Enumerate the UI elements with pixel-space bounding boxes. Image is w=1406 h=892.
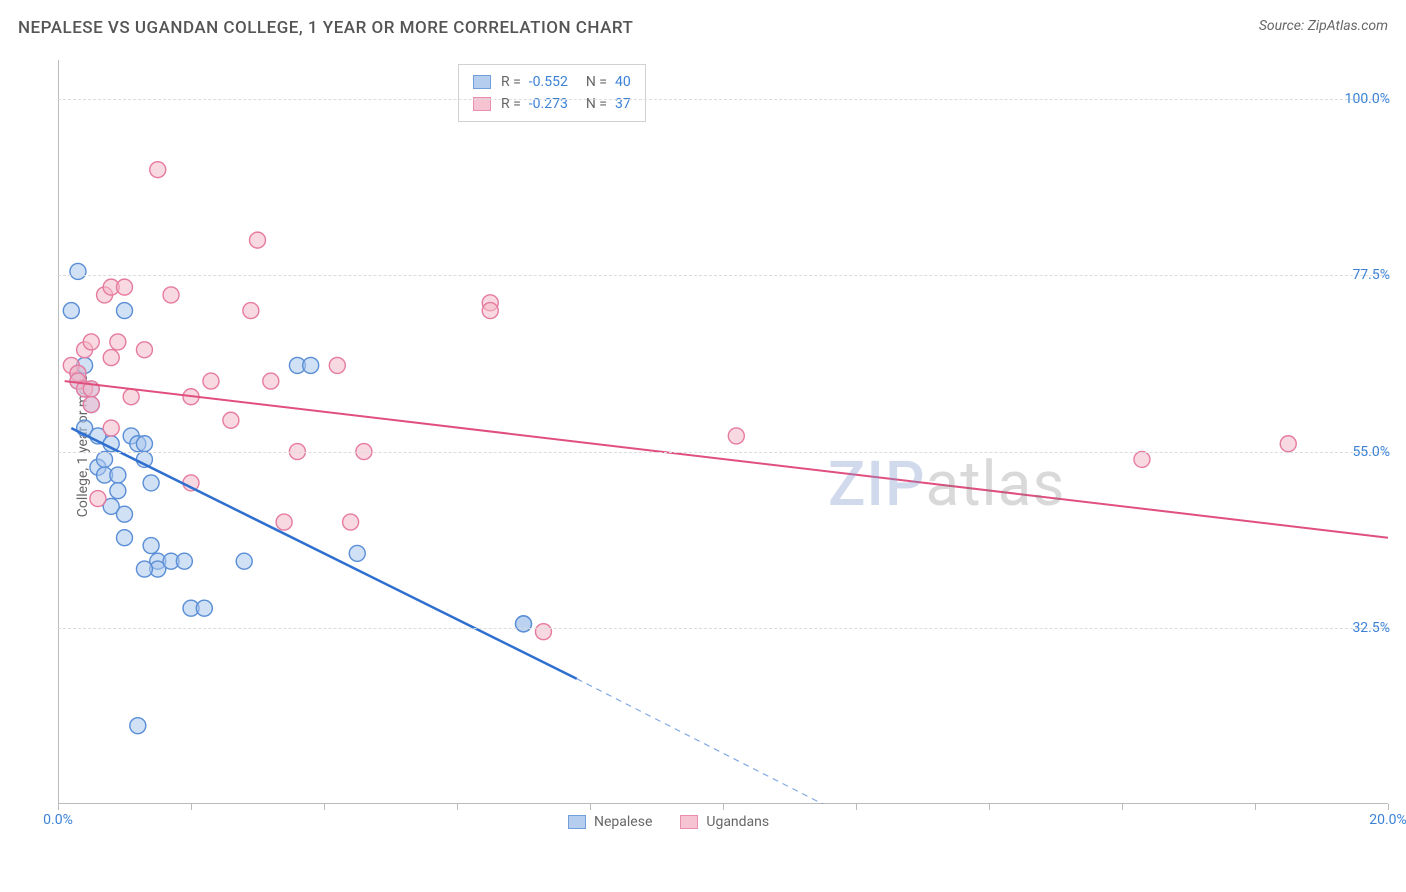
- data-point: [263, 373, 279, 389]
- legend-swatch: [680, 815, 698, 829]
- data-point: [117, 506, 133, 522]
- y-tick-label: 77.5%: [1352, 267, 1390, 283]
- data-point: [90, 491, 106, 507]
- data-point: [97, 451, 113, 467]
- data-point: [1280, 436, 1296, 452]
- trend-line: [65, 381, 1388, 538]
- x-tick: [191, 804, 192, 810]
- data-point: [70, 263, 86, 279]
- x-tick: [324, 804, 325, 810]
- data-point: [276, 514, 292, 530]
- legend-n-value: 40: [615, 71, 631, 93]
- y-tick-label: 32.5%: [1352, 620, 1390, 636]
- gridline: [58, 628, 1388, 629]
- y-tick-label: 100.0%: [1345, 91, 1390, 107]
- data-point: [136, 342, 152, 358]
- legend-r-value: -0.552: [529, 71, 568, 93]
- data-point: [143, 475, 159, 491]
- chart-title: NEPALESE VS UGANDAN COLLEGE, 1 YEAR OR M…: [18, 18, 633, 38]
- data-point: [117, 530, 133, 546]
- legend-row: R = -0.273 N = 37: [473, 93, 631, 115]
- data-point: [130, 718, 146, 734]
- data-point: [516, 616, 532, 632]
- series-legend: Nepalese Ugandans: [568, 814, 769, 830]
- data-point: [223, 412, 239, 428]
- trend-line: [71, 428, 576, 679]
- data-point: [110, 467, 126, 483]
- series-name: Nepalese: [594, 814, 652, 830]
- data-point: [117, 303, 133, 319]
- series-legend-item: Ugandans: [680, 814, 769, 830]
- x-tick-label: 20.0%: [1369, 812, 1406, 828]
- correlation-chart: ZIPatlas R =-0.552N =40R =-0.273N =37 Ne…: [58, 60, 1388, 840]
- y-tick-label: 55.0%: [1352, 444, 1390, 460]
- x-tick: [457, 804, 458, 810]
- data-point: [1134, 451, 1150, 467]
- data-point: [196, 600, 212, 616]
- x-tick: [1255, 804, 1256, 810]
- data-point: [150, 162, 166, 178]
- data-point: [303, 357, 319, 373]
- trend-line-extrapolated: [577, 679, 823, 804]
- x-tick-label: 0.0%: [43, 812, 73, 828]
- data-point: [236, 553, 252, 569]
- data-point: [103, 350, 119, 366]
- x-tick: [1388, 804, 1389, 810]
- data-point: [243, 303, 259, 319]
- data-point: [110, 483, 126, 499]
- legend-r-label: R =: [501, 93, 521, 115]
- series-legend-item: Nepalese: [568, 814, 652, 830]
- data-point: [110, 334, 126, 350]
- data-point: [535, 624, 551, 640]
- legend-swatch: [568, 815, 586, 829]
- data-point: [83, 334, 99, 350]
- gridline: [58, 452, 1388, 453]
- legend-r-label: R =: [501, 71, 521, 93]
- data-point: [117, 279, 133, 295]
- x-tick: [1122, 804, 1123, 810]
- data-point: [136, 561, 152, 577]
- series-name: Ugandans: [706, 814, 769, 830]
- data-point: [123, 389, 139, 405]
- source-attribution: Source: ZipAtlas.com: [1259, 18, 1388, 34]
- x-tick: [989, 804, 990, 810]
- data-point: [176, 553, 192, 569]
- data-point: [349, 545, 365, 561]
- legend-n-label: N =: [586, 71, 607, 93]
- correlation-legend: R = -0.552 N = 40 R = -0.273 N = 37: [458, 64, 646, 122]
- legend-row: R = -0.552 N = 40: [473, 71, 631, 93]
- data-point: [343, 514, 359, 530]
- data-point: [329, 357, 345, 373]
- legend-n-label: N =: [586, 93, 607, 115]
- x-tick: [723, 804, 724, 810]
- plot-area: [58, 60, 1388, 804]
- gridline: [58, 275, 1388, 276]
- data-point: [83, 397, 99, 413]
- data-point: [203, 373, 219, 389]
- gridline: [58, 99, 1388, 100]
- data-point: [482, 303, 498, 319]
- legend-swatch: [473, 75, 491, 89]
- legend-n-value: 37: [615, 93, 631, 115]
- x-tick: [590, 804, 591, 810]
- data-point: [250, 232, 266, 248]
- data-point: [103, 420, 119, 436]
- data-point: [136, 436, 152, 452]
- data-point: [163, 287, 179, 303]
- data-point: [63, 303, 79, 319]
- data-point: [143, 538, 159, 554]
- x-tick: [856, 804, 857, 810]
- x-tick: [58, 804, 59, 810]
- data-point: [728, 428, 744, 444]
- legend-r-value: -0.273: [529, 93, 568, 115]
